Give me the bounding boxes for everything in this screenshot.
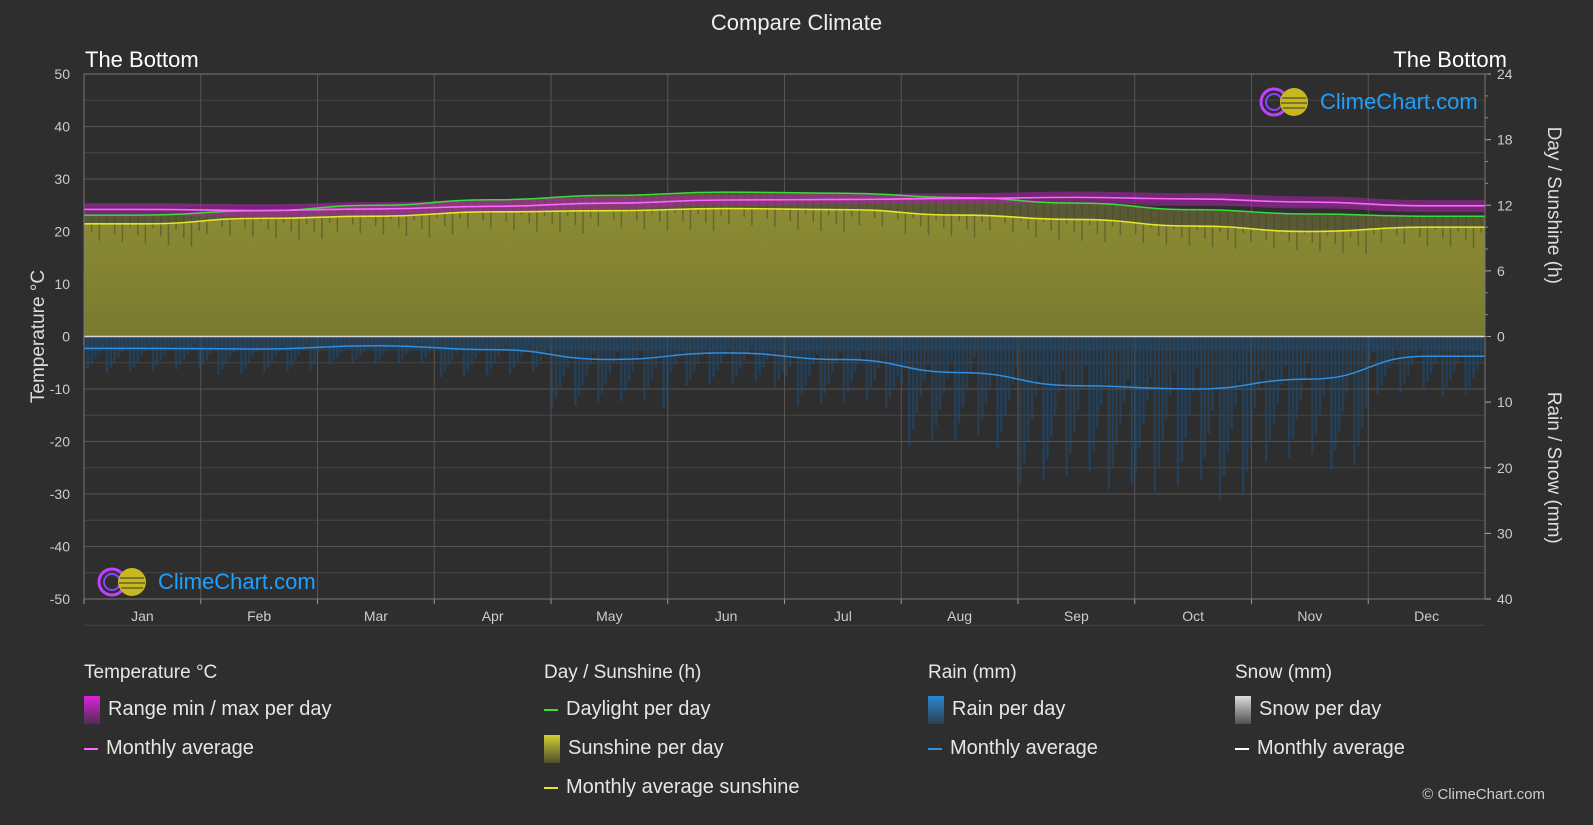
right-bottom-tick-label: 10 bbox=[1497, 394, 1513, 410]
rain-average-line bbox=[84, 344, 1485, 390]
month-label: Apr bbox=[482, 608, 504, 624]
legend-label: Monthly average bbox=[106, 737, 254, 759]
climechart-logo-icon bbox=[1259, 87, 1308, 117]
legend-swatch bbox=[84, 748, 98, 750]
left-tick-label: 10 bbox=[54, 276, 70, 292]
legend-swatch bbox=[1235, 696, 1251, 724]
legend-item: Snow per day bbox=[1235, 696, 1405, 737]
month-label: Oct bbox=[1182, 608, 1204, 624]
legend-label: Sunshine per day bbox=[568, 737, 724, 759]
legend-swatch bbox=[928, 748, 942, 750]
legend-heading: Day / Sunshine (h) bbox=[544, 662, 702, 683]
right-top-tick-label: 0 bbox=[1497, 329, 1505, 345]
legend-item: Monthly average bbox=[928, 737, 1098, 776]
month-label: May bbox=[596, 608, 622, 624]
month-label: Mar bbox=[364, 608, 388, 624]
legend-swatch bbox=[544, 735, 560, 763]
legend-swatch bbox=[1235, 748, 1249, 750]
legend-item: Daylight per day bbox=[544, 698, 799, 737]
legend-item: Monthly average bbox=[84, 737, 331, 776]
legend-label: Range min / max per day bbox=[108, 698, 332, 720]
left-tick-label: -10 bbox=[50, 381, 70, 397]
legend-group: Snow (mm) Snow per day Monthly average bbox=[1235, 662, 1405, 776]
legend-heading: Snow (mm) bbox=[1235, 662, 1333, 683]
left-tick-label: -20 bbox=[50, 434, 70, 450]
left-tick-label: -50 bbox=[50, 591, 70, 607]
left-tick-label: 20 bbox=[54, 224, 70, 240]
legend-swatch bbox=[928, 696, 944, 724]
month-label: Sep bbox=[1064, 608, 1089, 624]
left-tick-label: -40 bbox=[50, 539, 70, 555]
legend-item: Monthly average sunshine bbox=[544, 776, 799, 815]
sunshine-area bbox=[84, 208, 1485, 337]
legend-item: Range min / max per day bbox=[84, 696, 332, 737]
logo-bottom-left[interactable]: ClimeChart.com bbox=[96, 566, 316, 598]
left-tick-label: 50 bbox=[54, 66, 70, 82]
legend-label: Daylight per day bbox=[566, 698, 711, 720]
legend-swatch bbox=[544, 787, 558, 789]
right-top-tick-label: 12 bbox=[1497, 197, 1513, 213]
legend-label: Rain per day bbox=[952, 698, 1066, 720]
legend-heading: Temperature °C bbox=[84, 662, 218, 683]
legend-group: Rain (mm) Rain per day Monthly average bbox=[928, 662, 1098, 776]
month-label: Feb bbox=[247, 608, 271, 624]
month-label: Jul bbox=[834, 608, 852, 624]
right-bottom-tick-label: 30 bbox=[1497, 525, 1513, 541]
right-top-tick-label: 18 bbox=[1497, 132, 1513, 148]
legend-label: Snow per day bbox=[1259, 698, 1382, 720]
right-bottom-axis-title: Rain / Snow (mm) bbox=[1543, 392, 1564, 544]
legend-heading: Rain (mm) bbox=[928, 662, 1017, 683]
legend-item: Sunshine per day bbox=[544, 735, 799, 776]
month-label: Nov bbox=[1297, 608, 1322, 624]
logo-text: ClimeChart.com bbox=[1320, 89, 1478, 114]
left-tick-label: 40 bbox=[54, 119, 70, 135]
left-tick-label: 0 bbox=[62, 329, 70, 345]
logo-top-right[interactable]: ClimeChart.com bbox=[1258, 86, 1478, 118]
month-label: Jun bbox=[715, 608, 738, 624]
climechart-logo-icon bbox=[97, 567, 146, 597]
left-tick-label: 30 bbox=[54, 171, 70, 187]
sunshine-average-line bbox=[84, 207, 1485, 233]
copyright: © ClimeChart.com bbox=[1422, 786, 1545, 803]
right-top-tick-label: 6 bbox=[1497, 263, 1505, 279]
legend-item: Rain per day bbox=[928, 696, 1098, 737]
right-bottom-tick-label: 40 bbox=[1497, 591, 1513, 607]
right-top-axis-title: Day / Sunshine (h) bbox=[1543, 127, 1564, 284]
legend-label: Monthly average sunshine bbox=[566, 776, 800, 798]
left-axis-title: Temperature °C bbox=[28, 270, 49, 403]
legend-swatch bbox=[84, 696, 100, 724]
location-left-label: The Bottom bbox=[85, 47, 199, 72]
temperature-average-line bbox=[83, 196, 1485, 212]
month-label: Aug bbox=[947, 608, 972, 624]
right-top-tick-label: 24 bbox=[1497, 66, 1513, 82]
legend-item: Monthly average bbox=[1235, 737, 1405, 776]
legend-group: Day / Sunshine (h) Daylight per day Sunshi… bbox=[544, 662, 799, 815]
logo-text: ClimeChart.com bbox=[158, 569, 316, 594]
legend-label: Monthly average bbox=[1257, 737, 1405, 759]
right-bottom-tick-label: 20 bbox=[1497, 460, 1513, 476]
chart-title: Compare Climate bbox=[710, 10, 883, 35]
month-label: Dec bbox=[1414, 608, 1439, 624]
location-right-label: The Bottom bbox=[1393, 47, 1507, 72]
left-tick-label: -30 bbox=[50, 486, 70, 502]
month-label: Jan bbox=[131, 608, 154, 624]
legend-swatch bbox=[544, 709, 558, 711]
legend-group: Temperature °C Range min / max per day Mon… bbox=[84, 662, 331, 776]
legend-label: Monthly average bbox=[950, 737, 1098, 759]
